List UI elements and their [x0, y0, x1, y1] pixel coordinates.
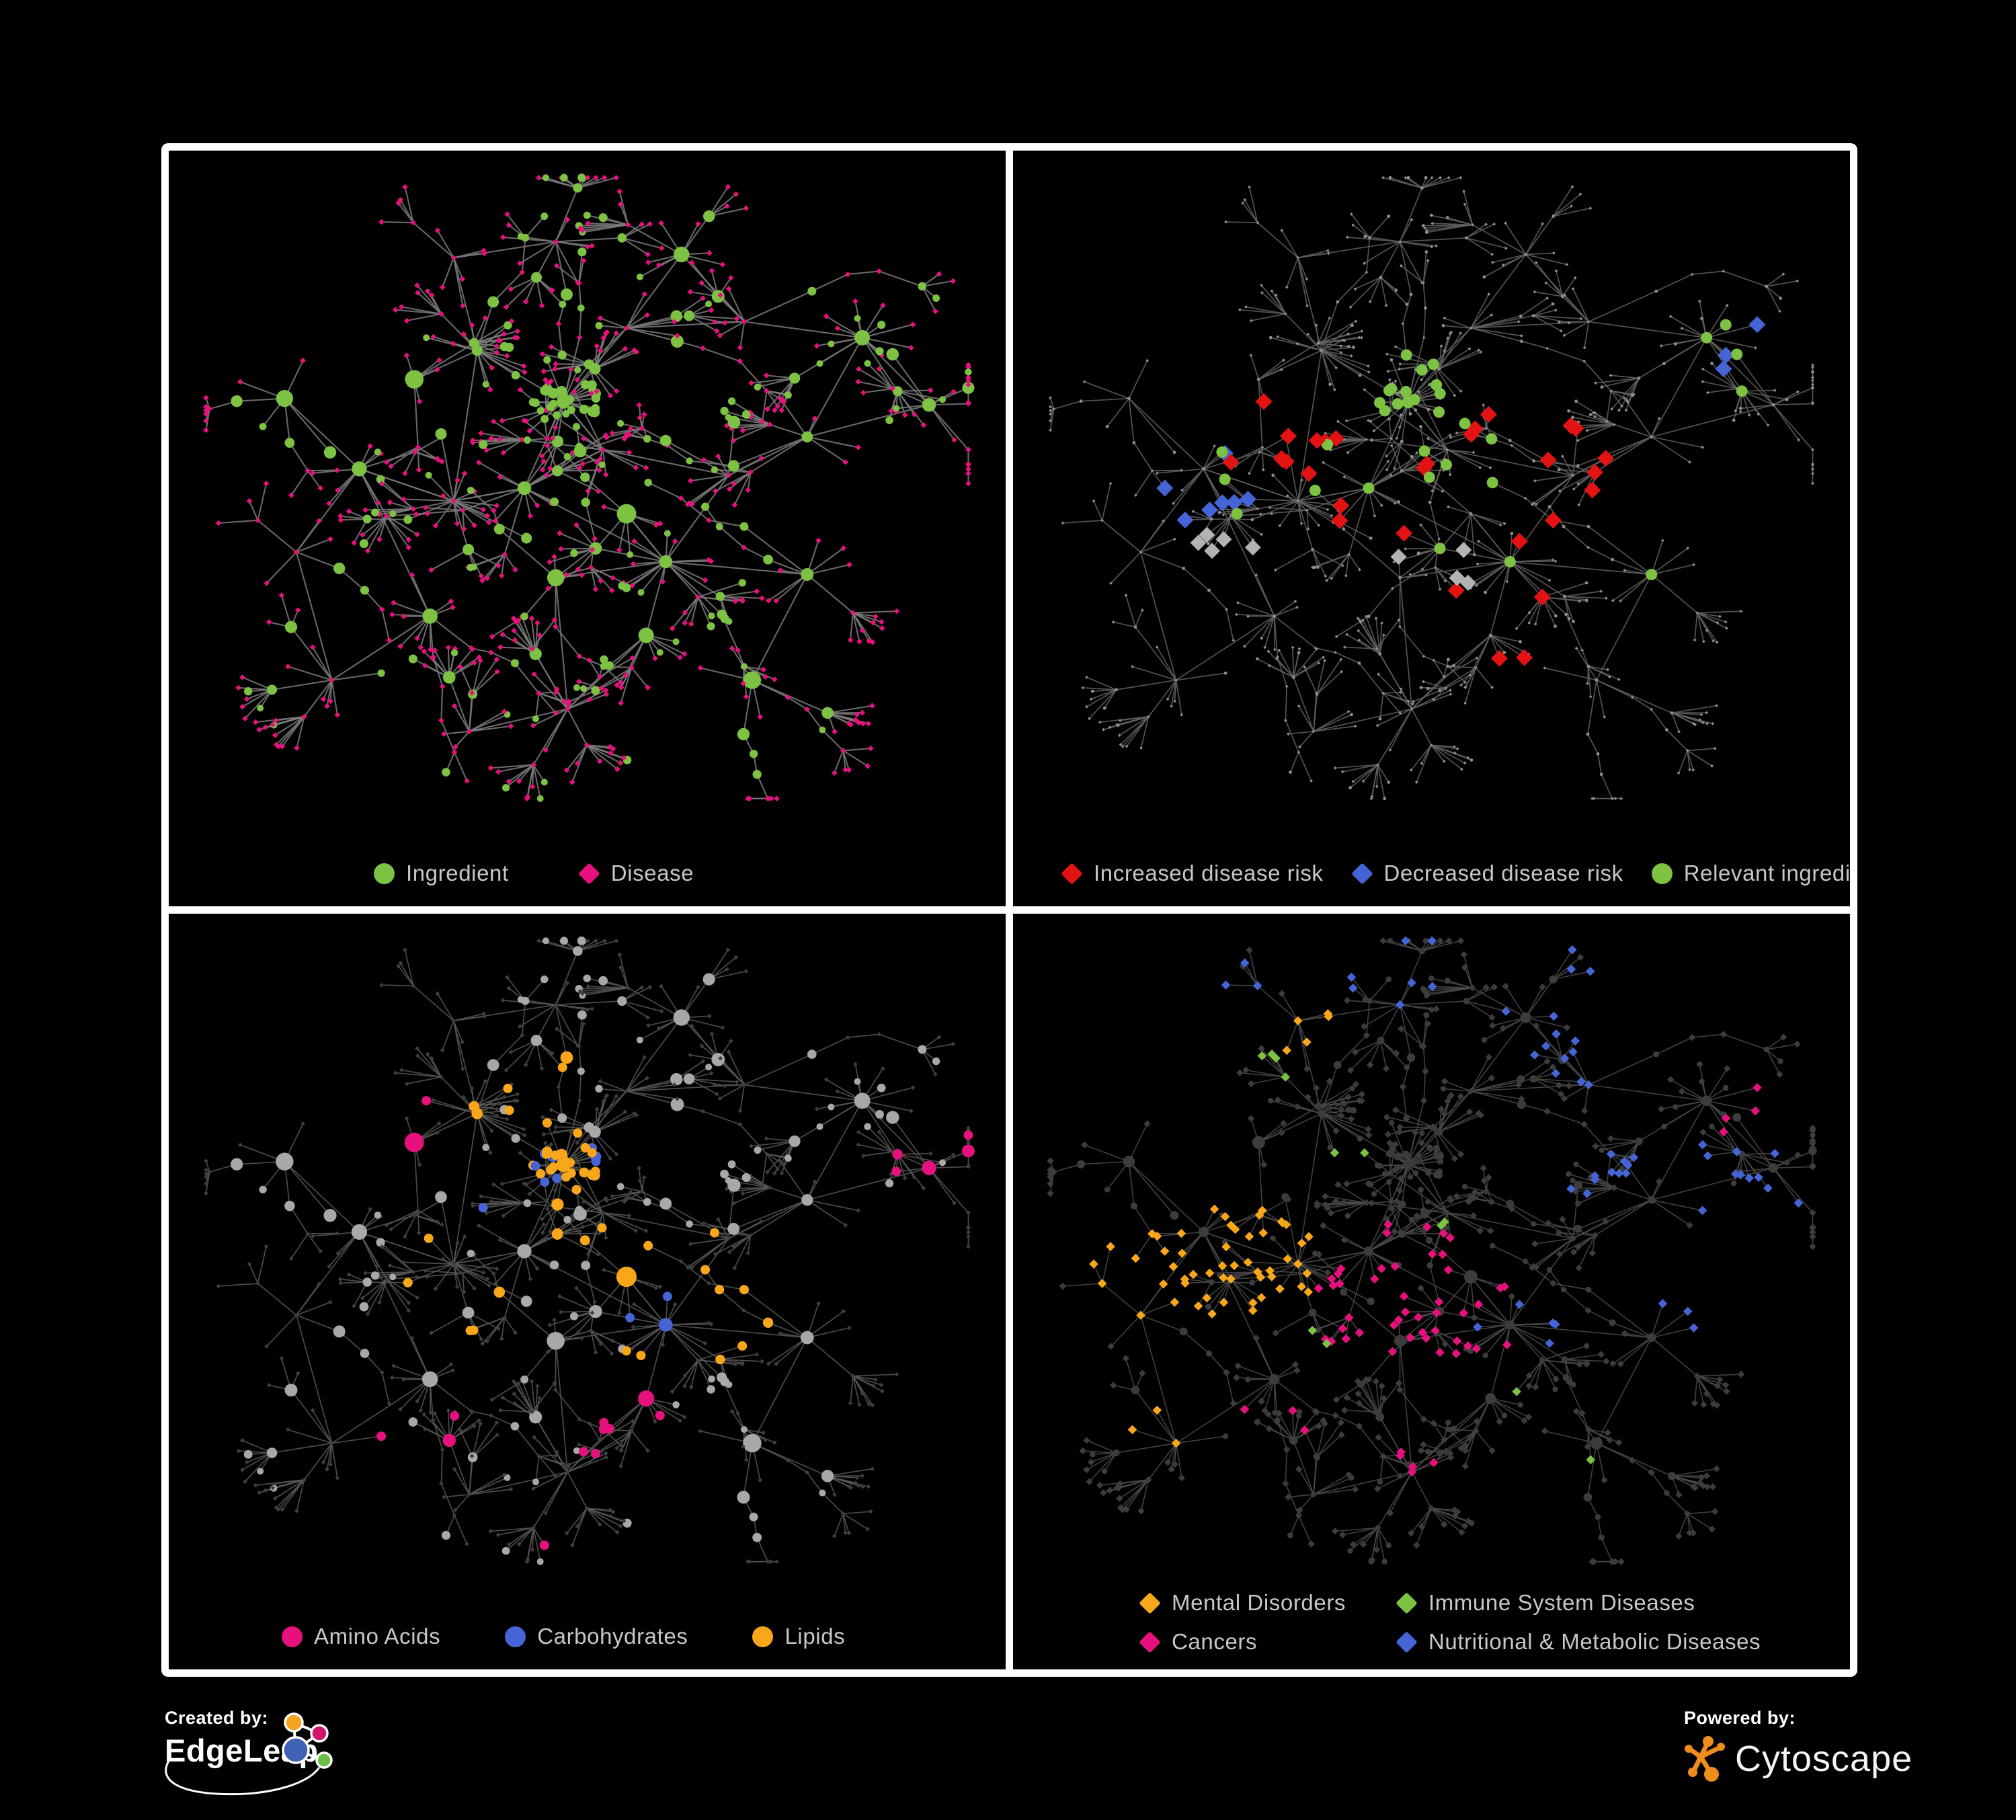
legend-nutrient-classes: Amino Acids Carbohydrates Lipids [169, 1624, 1006, 1649]
network-graph-disease-risk [1049, 175, 1814, 801]
legend-label: Cancers [1172, 1629, 1258, 1654]
legend-item-disease-categories-0: Mental Disorders [1139, 1590, 1396, 1616]
circle-marker-icon [282, 1626, 303, 1647]
edgeleap-swoosh [165, 1757, 320, 1796]
legend-disease-categories: Mental Disorders Immune System Diseases Ca… [1013, 1590, 1850, 1655]
legend-label: Carbohydrates [537, 1624, 688, 1649]
created-by-block: Created by: EdgeLeap [165, 1708, 387, 1809]
edgeleap-logo-icon [165, 1712, 333, 1796]
network-graph-disease-categories [1047, 936, 1817, 1565]
diamond-marker-icon [1061, 862, 1083, 885]
legend-item-disease-categories-3: Nutritional & Metabolic Diseases [1396, 1629, 1850, 1655]
circle-marker-icon [505, 1626, 526, 1647]
diamond-marker-icon [1396, 1630, 1418, 1653]
panel-disease-risk: Increased disease risk Decreased disease … [1013, 151, 1850, 906]
created-by-label: Created by: [165, 1708, 269, 1728]
figure-frame: Ingredient Disease Increased disease risk… [161, 143, 1857, 1677]
panel-disease-categories: Mental Disorders Immune System Diseases Ca… [1013, 914, 1850, 1669]
legend-item-ingredient-disease-0: Ingredient [374, 861, 509, 886]
legend-item-disease-risk-2: Relevant ingredient [1651, 861, 1850, 886]
legend-label: Nutritional & Metabolic Diseases [1428, 1629, 1761, 1654]
legend-item-nutrient-classes-2: Lipids [752, 1624, 845, 1649]
network-graph-ingredient-disease [203, 173, 975, 802]
legend-item-ingredient-disease-1: Disease [578, 861, 694, 886]
diamond-marker-icon [1139, 1591, 1161, 1614]
legend-item-nutrient-classes-0: Amino Acids [282, 1624, 440, 1649]
panel-nutrient-classes: Amino Acids Carbohydrates Lipids [169, 914, 1006, 1669]
circle-marker-icon [1651, 863, 1672, 884]
legend-label: Amino Acids [314, 1624, 441, 1649]
legend-label: Increased disease risk [1094, 861, 1324, 885]
legend-label: Mental Disorders [1172, 1590, 1346, 1615]
legend-label: Lipids [784, 1624, 846, 1649]
diamond-marker-icon [1350, 862, 1373, 885]
diamond-marker-icon [1396, 1591, 1418, 1614]
circle-marker-icon [374, 863, 395, 884]
powered-by-block: Powered by: Cytoscape [1684, 1708, 1966, 1802]
network-graph-nutrient-classes [204, 936, 975, 1565]
legend-label: Ingredient [406, 861, 509, 885]
legend-item-disease-categories-2: Cancers [1139, 1629, 1396, 1655]
cytoscape-logo-icon [1685, 1736, 1725, 1782]
legend-disease-risk: Increased disease risk Decreased disease … [1013, 861, 1850, 886]
powered-by-label: Powered by: [1684, 1708, 1796, 1728]
legend-item-disease-categories-1: Immune System Diseases [1396, 1590, 1850, 1616]
legend-item-nutrient-classes-1: Carbohydrates [505, 1624, 688, 1649]
legend-ingredient-disease: Ingredient Disease [169, 861, 1006, 886]
legend-label: Immune System Diseases [1428, 1590, 1695, 1615]
diamond-marker-icon [1139, 1630, 1161, 1653]
legend-item-disease-risk-0: Increased disease risk [1061, 861, 1324, 886]
diamond-marker-icon [578, 862, 600, 885]
legend-label: Decreased disease risk [1383, 861, 1623, 885]
legend-item-disease-risk-1: Decreased disease risk [1350, 861, 1623, 886]
cytoscape-wordmark: Cytoscape [1735, 1739, 1913, 1779]
panel-ingredient-disease: Ingredient Disease [169, 151, 1006, 906]
legend-label: Disease [610, 861, 694, 885]
legend-label: Relevant ingredient [1683, 861, 1850, 885]
circle-marker-icon [752, 1626, 774, 1647]
